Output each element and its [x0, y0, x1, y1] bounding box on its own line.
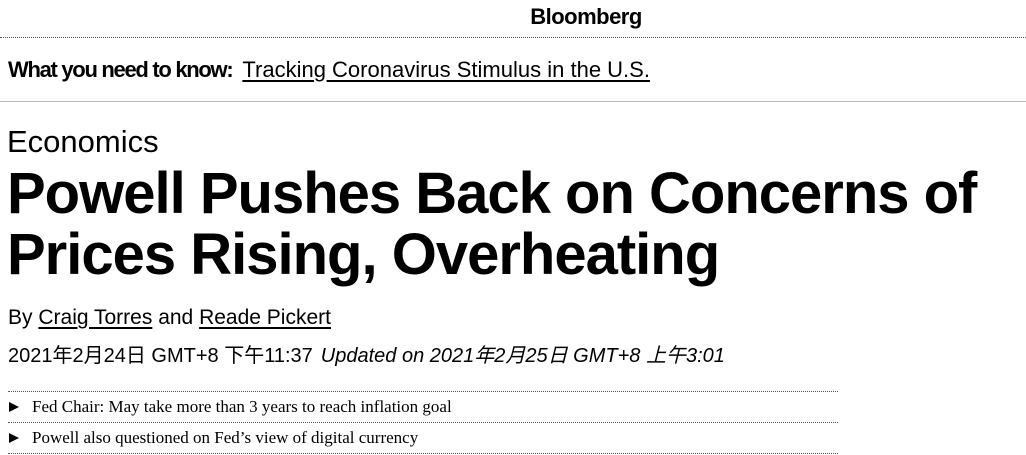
byline-joiner: and: [158, 306, 194, 329]
bullet: Fed Chair: May take more than 3 years to…: [8, 397, 452, 417]
updated: Updated on 2021年2月25日 GMT+8 上午3:01: [320, 345, 725, 367]
banner-label: What you need to know:: [8, 57, 234, 82]
divider: [8, 453, 838, 454]
published: 2021年2月24日 GMT+8 下午11:37: [8, 345, 313, 367]
banner: What you need to know: Tracking Coronavir…: [8, 57, 650, 83]
author-link[interactable]: Reade Pickert: [199, 306, 331, 329]
divider: [0, 101, 1026, 102]
bullet-text: Fed Chair: May take more than 3 years to…: [32, 397, 452, 416]
divider: [8, 391, 838, 392]
banner-link[interactable]: Tracking Coronavirus Stimulus in the U.S…: [242, 57, 650, 82]
section[interactable]: Economics: [7, 124, 159, 159]
headline: Powell Pushes Back on Concerns of Prices…: [7, 161, 977, 287]
bullet-text: Powell also questioned on Fed’s view of …: [32, 428, 419, 447]
byline: By Craig Torres and Reade Pickert: [8, 306, 331, 330]
bullet-icon: [9, 402, 19, 412]
divider: [0, 37, 1026, 38]
byline-prefix: By: [8, 306, 33, 329]
author-link[interactable]: Craig Torres: [38, 306, 153, 329]
divider: [8, 422, 838, 423]
bullet-icon: [9, 433, 19, 443]
dates: 2021年2月24日 GMT+8 下午11:37 Updated on 2021年…: [8, 339, 725, 368]
bullet: Powell also questioned on Fed’s view of …: [8, 428, 418, 448]
brand[interactable]: Bloomberg: [530, 4, 642, 29]
